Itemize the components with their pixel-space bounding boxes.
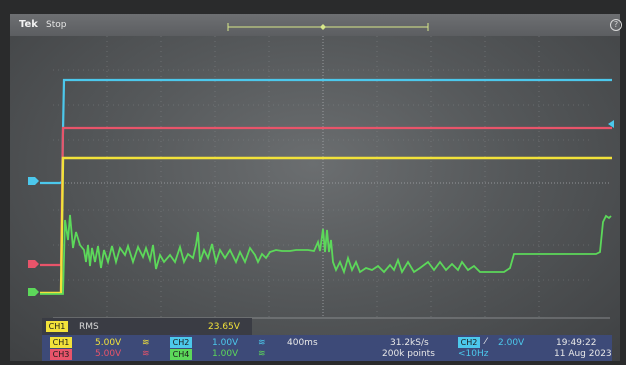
ch2-ground-marker[interactable] [28,177,39,185]
readout-panel: CH1 RMS 23.65V CH1 5.00V ≋ CH2 1.00V ≋ C… [42,318,612,361]
ch4-bandwidth-icon: ≋ [258,349,266,359]
clock-date: 11 Aug 2023 [554,349,612,359]
top-status-bar: Tek Stop ? [10,14,622,36]
ch4-scale: 1.00V [212,349,239,359]
sample-rate: 31.2kS/s [390,338,429,348]
ch1-scale: 5.00V [95,338,122,348]
measurement-channel-tag: CH1 [46,321,68,332]
graticule-center [53,36,610,318]
record-length: 200k points [382,349,435,359]
ch4-ground-marker[interactable] [28,288,39,296]
ch3-ground-marker[interactable] [28,260,39,268]
clock-time: 19:49:22 [556,338,597,348]
ch1-waveform [40,156,612,295]
bezel-top [0,0,626,14]
trigger-level: 2.00V [498,338,525,348]
trigger-level-marker[interactable] [608,120,614,128]
readout-bar [42,335,612,361]
ch1-bandwidth-icon: ≋ [142,338,150,348]
bezel-left [0,0,10,365]
ch2-tag[interactable]: CH2 [170,337,192,348]
brand-logo: Tek [19,19,38,30]
rising-edge-icon: ⁄ [485,337,487,347]
measurement-value: 23.65V [208,322,240,332]
ch4-tag[interactable]: CH4 [170,349,192,360]
ch2-scale: 1.00V [212,338,239,348]
ch2-bandwidth-icon: ≋ [258,338,266,348]
trigger-position-marker[interactable] [320,24,326,30]
horizontal-scale[interactable]: 400ms [287,338,318,348]
bezel-bottom [0,361,626,365]
ch1-tag[interactable]: CH1 [50,337,72,348]
measurement-type: RMS [79,322,99,332]
acquisition-status[interactable]: Stop [46,20,67,30]
ch2-waveform [40,78,612,185]
ch4-waveform [40,214,612,295]
trigger-source-tag[interactable]: CH2 [458,337,480,348]
trigger-frequency: <10Hz [458,349,489,359]
measurement-box[interactable] [42,318,252,335]
help-icon[interactable]: ? [610,19,622,31]
ch3-scale: 5.00V [95,349,122,359]
ch3-bandwidth-icon: ≋ [142,349,150,359]
bezel-right [620,0,626,365]
ch3-tag[interactable]: CH3 [50,349,72,360]
